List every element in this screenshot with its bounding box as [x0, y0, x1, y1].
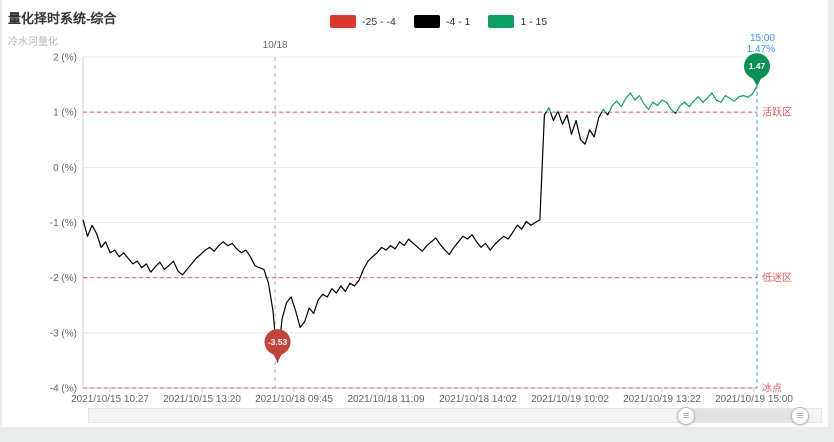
page-subtitle: 冷水河量化 — [8, 37, 58, 48]
legend-item-label: -25 - -4 — [362, 15, 396, 28]
svg-text:-3.53: -3.53 — [268, 337, 288, 347]
svg-text:2021/10/19 13:22: 2021/10/19 13:22 — [623, 394, 701, 405]
svg-text:-1 (%): -1 (%) — [50, 218, 77, 229]
chart-card — [2, 0, 828, 427]
svg-text:2021/10/19 15:00: 2021/10/19 15:00 — [715, 394, 793, 405]
svg-text:2021/10/18 09:45: 2021/10/18 09:45 — [255, 394, 333, 405]
svg-text:15:00: 15:00 — [750, 33, 775, 44]
svg-text:1.47%: 1.47% — [747, 44, 775, 55]
legend-item-2[interactable]: 1 - 15 — [488, 15, 547, 28]
svg-text:-3 (%): -3 (%) — [50, 328, 77, 339]
svg-text:低迷区: 低迷区 — [762, 271, 792, 284]
svg-text:2021/10/15 13:20: 2021/10/15 13:20 — [163, 394, 241, 405]
svg-text:活跃区: 活跃区 — [762, 107, 792, 119]
svg-text:1.47: 1.47 — [749, 61, 766, 71]
svg-text:-2 (%): -2 (%) — [50, 273, 77, 284]
svg-text:1 (%): 1 (%) — [53, 108, 77, 119]
svg-text:2021/10/19 10:02: 2021/10/19 10:02 — [531, 394, 609, 405]
svg-text:-4 (%): -4 (%) — [50, 384, 77, 395]
legend-swatch-icon — [488, 15, 515, 28]
svg-text:2021/10/15 10:27: 2021/10/15 10:27 — [71, 394, 149, 405]
legend-swatch-icon — [413, 15, 440, 28]
legend-item-label: -4 - 1 — [445, 15, 471, 28]
svg-text:2021/10/18 14:02: 2021/10/18 14:02 — [439, 394, 517, 405]
svg-text:10/18: 10/18 — [263, 40, 288, 51]
svg-text:2 (%): 2 (%) — [53, 53, 77, 64]
drag-handle-icon: ≡ — [682, 409, 690, 422]
legend-swatch-icon — [330, 15, 356, 28]
svg-text:冰点: 冰点 — [762, 382, 782, 395]
svg-text:0 (%): 0 (%) — [53, 163, 77, 174]
legend: -25 - -4 -4 - 1 1 - 15 — [330, 15, 547, 28]
legend-item-1[interactable]: -4 - 1 — [413, 15, 471, 28]
datazoom-window[interactable] — [687, 409, 801, 422]
datazoom-right-handle[interactable]: ≡ — [791, 407, 809, 425]
datazoom-track[interactable]: ≡ ≡ — [88, 407, 822, 425]
svg-text:2021/10/18 11:09: 2021/10/18 11:09 — [347, 394, 425, 405]
drag-handle-icon: ≡ — [796, 409, 804, 422]
legend-item-0[interactable]: -25 - -4 — [330, 15, 396, 28]
datazoom-left-handle[interactable]: ≡ — [677, 407, 695, 425]
page-title: 量化择时系统-综合 — [8, 11, 117, 26]
legend-item-label: 1 - 15 — [520, 15, 548, 28]
